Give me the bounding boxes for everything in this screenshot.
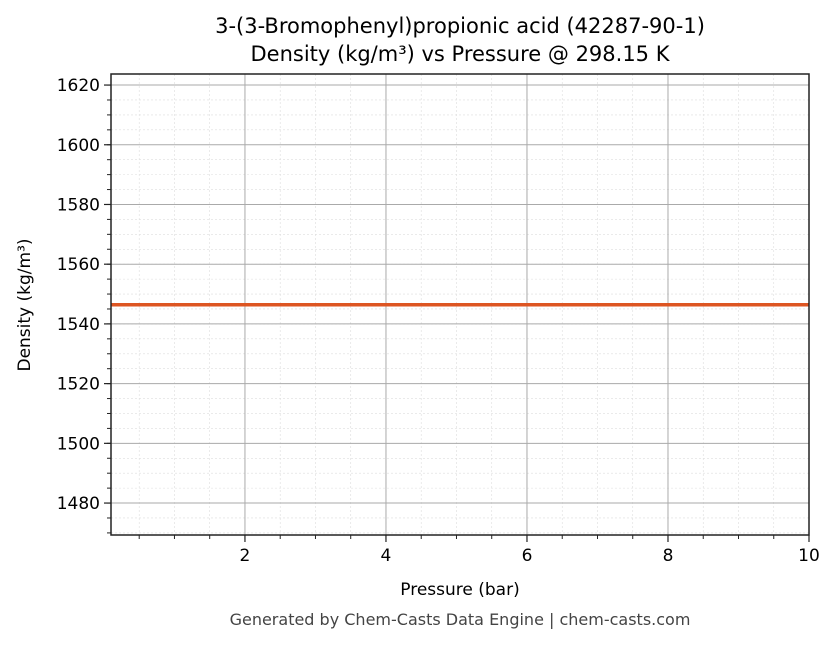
chart-title: 3-(3-Bromophenyl)propionic acid (42287-9… bbox=[215, 14, 705, 38]
footer-credit: Generated by Chem-Casts Data Engine | ch… bbox=[230, 610, 691, 629]
y-tick-label: 1600 bbox=[57, 136, 100, 156]
y-tick-label: 1580 bbox=[57, 195, 100, 215]
y-tick-label: 1520 bbox=[57, 375, 100, 395]
x-tick-label: 8 bbox=[663, 546, 674, 566]
grid bbox=[111, 74, 810, 535]
x-tick-label: 2 bbox=[240, 546, 251, 566]
ticks: 2 4 6 8 10 1480 1500 1520 1540 1560 1580 1600 1620 bbox=[57, 76, 820, 566]
x-tick-label: 6 bbox=[522, 546, 533, 566]
plot-frame bbox=[110, 73, 810, 536]
y-tick-label: 1540 bbox=[57, 315, 100, 335]
x-tick-label: 10 bbox=[798, 546, 820, 566]
y-tick-label: 1560 bbox=[57, 255, 100, 275]
x-tick-label: 4 bbox=[381, 546, 392, 566]
y-tick-label: 1620 bbox=[57, 76, 100, 96]
y-tick-label: 1500 bbox=[57, 434, 100, 454]
chart-subtitle: Density (kg/m³) vs Pressure @ 298.15 K bbox=[250, 42, 670, 66]
y-axis-label: Density (kg/m³) bbox=[15, 238, 35, 371]
y-tick-label: 1480 bbox=[57, 494, 100, 514]
x-axis-label: Pressure (bar) bbox=[400, 580, 519, 600]
